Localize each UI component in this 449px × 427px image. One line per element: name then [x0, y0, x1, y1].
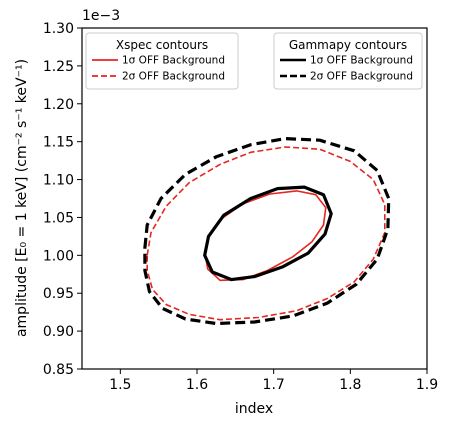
plot-frame	[81, 27, 428, 370]
x-axis-label: index	[235, 401, 273, 417]
xspec-2sigma-contour	[146, 146, 386, 321]
y-tick-label: 0.85	[43, 362, 74, 378]
y-axis-label: amplitude [E₀ = 1 keV] (cm⁻² s⁻¹ keV⁻¹)	[14, 59, 30, 337]
legend-gammapy: Gammapy contours 1σ OFF Background 2σ OF…	[273, 32, 423, 90]
x-tick-label: 1.7	[263, 377, 285, 393]
x-tick-label: 1.9	[416, 377, 438, 393]
y-axis: 0.85 0.90 0.95 1.00 1.05 1.10 1.15 1.20 1.25 1.30	[43, 21, 82, 378]
x-tick-label: 1.5	[109, 377, 131, 393]
y-tick-label: 1.15	[43, 135, 74, 151]
y-tick-label: 1.10	[43, 173, 74, 189]
contour-lines	[143, 137, 391, 326]
gammapy-2sigma-contour	[143, 137, 391, 326]
gammapy-1sigma-contour	[203, 185, 333, 282]
y-tick-label: 1.30	[43, 21, 74, 37]
legend-xspec: Xspec contours 1σ OFF Background 2σ OFF …	[85, 32, 239, 90]
legend-xspec-title: Xspec contours	[116, 38, 208, 52]
xspec-1sigma-contour	[203, 190, 327, 282]
legend-gammapy-entry-1-label: 1σ OFF Background	[310, 55, 413, 67]
legend-xspec-entry-1-label: 1σ OFF Background	[122, 55, 225, 67]
y-tick-label: 1.25	[43, 59, 74, 75]
legend-gammapy-entry-2-label: 2σ OFF Background	[310, 71, 413, 83]
legend-xspec-frame	[85, 32, 239, 90]
x-tick-label: 1.6	[186, 377, 208, 393]
legend-gammapy-title: Gammapy contours	[289, 38, 407, 52]
legend-xspec-entry-2-label: 2σ OFF Background	[122, 71, 225, 83]
y-tick-label: 1.20	[43, 97, 74, 113]
x-axis: 1.5 1.6 1.7 1.8 1.9	[109, 369, 438, 393]
x-tick-label: 1.8	[339, 377, 361, 393]
y-offset-label: 1e−3	[82, 8, 120, 24]
y-tick-label: 0.90	[43, 324, 74, 340]
y-tick-label: 1.00	[43, 248, 74, 264]
legend-gammapy-frame	[273, 32, 423, 90]
y-tick-label: 1.05	[43, 210, 74, 226]
y-tick-label: 0.95	[43, 286, 74, 302]
